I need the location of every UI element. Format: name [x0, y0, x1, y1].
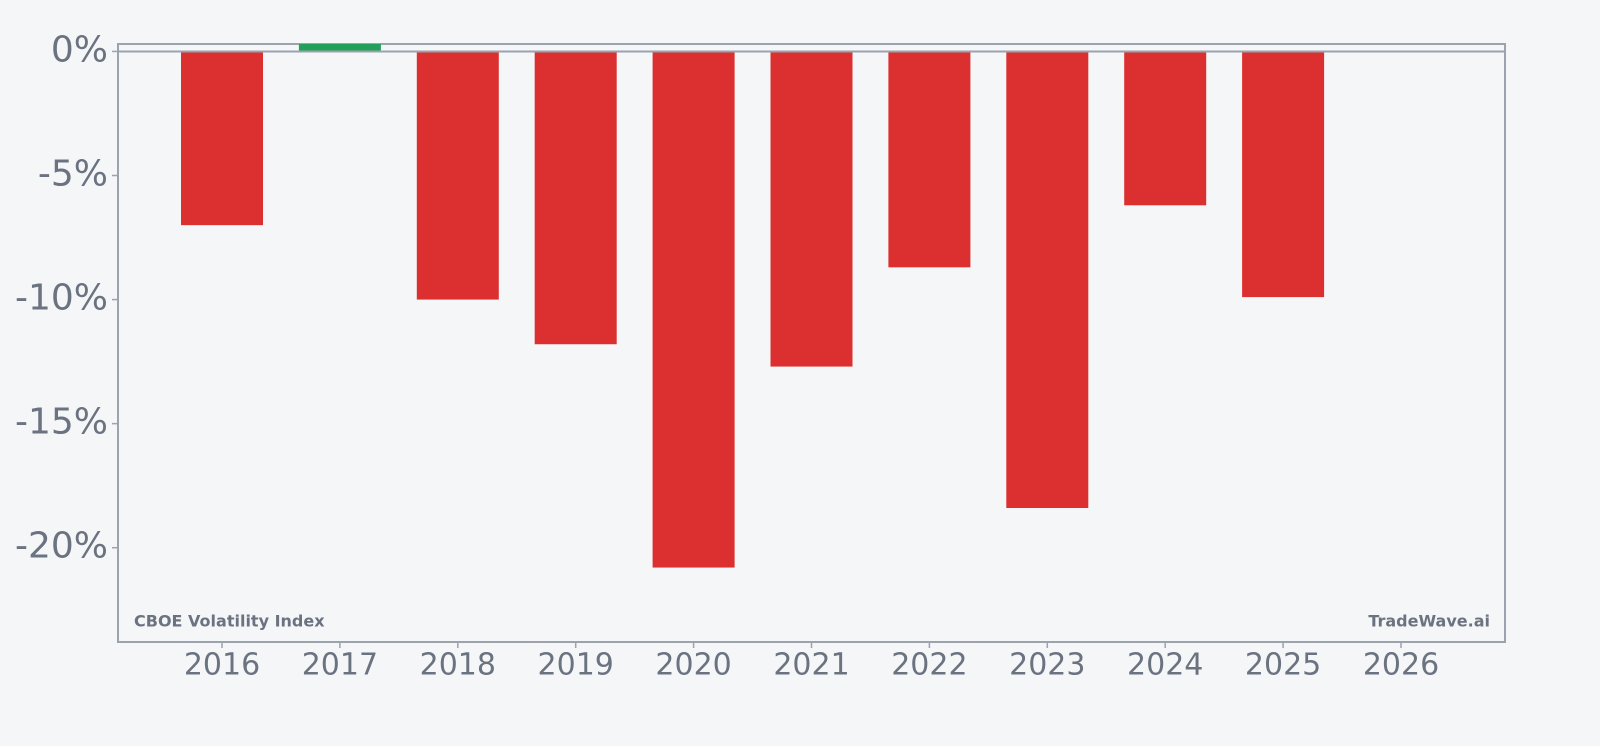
bar — [1124, 51, 1207, 206]
bar — [888, 51, 971, 268]
bar — [534, 51, 617, 345]
watermark-left: CBOE Volatility Index — [134, 612, 325, 631]
x-tick-label: 2025 — [1245, 648, 1321, 683]
x-tick-label: 2018 — [420, 648, 496, 683]
x-tick-label: 2017 — [302, 648, 378, 683]
y-tick-label: -10% — [15, 278, 108, 319]
watermark-right: TradeWave.ai — [1368, 612, 1490, 631]
y-tick-label: 0% — [51, 29, 108, 70]
x-tick-label: 2023 — [1009, 648, 1085, 683]
y-tick-label: -20% — [15, 526, 108, 567]
bar — [416, 51, 499, 300]
bar — [1006, 51, 1089, 509]
x-tick-label: 2024 — [1127, 648, 1203, 683]
bar — [770, 51, 853, 367]
y-tick-label: -5% — [38, 154, 108, 195]
bar — [181, 51, 263, 226]
bar — [652, 51, 735, 568]
x-tick-label: 2021 — [773, 648, 849, 683]
x-tick-label: 2020 — [655, 648, 731, 683]
x-tick-label: 2026 — [1363, 648, 1439, 683]
y-tick-label: -15% — [15, 402, 108, 443]
x-tick-label: 2022 — [891, 648, 967, 683]
x-tick-label: 2016 — [184, 648, 260, 683]
bar — [1242, 51, 1325, 298]
x-tick-label: 2019 — [538, 648, 614, 683]
bar — [298, 44, 381, 52]
